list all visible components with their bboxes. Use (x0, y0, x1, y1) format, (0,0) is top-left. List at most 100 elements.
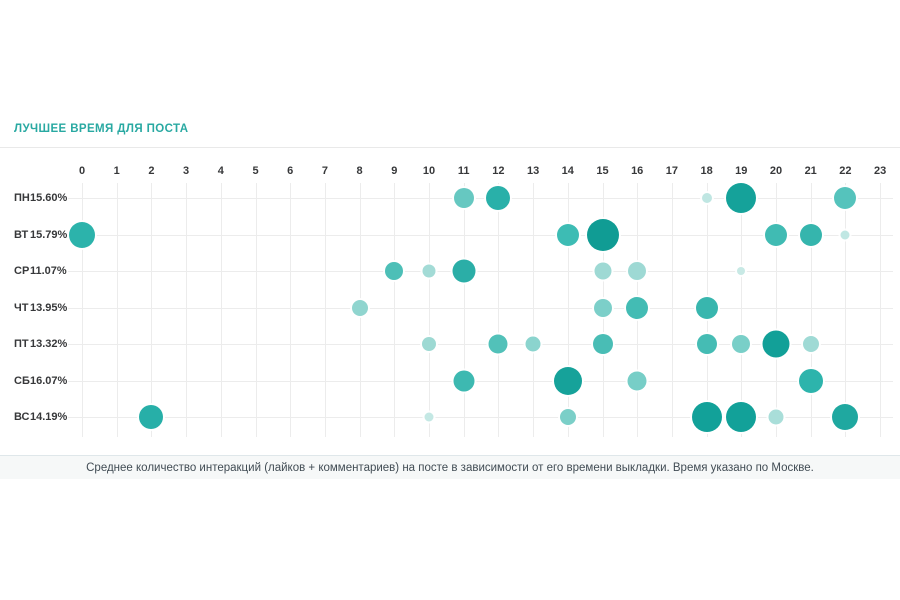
data-point-bubble[interactable] (696, 334, 717, 354)
gridline-vertical (498, 183, 500, 437)
data-point-bubble[interactable] (453, 370, 475, 391)
y-axis-percent-label: 13.32% (30, 338, 68, 350)
header-divider (0, 147, 900, 148)
chart-title: ЛУЧШЕЕ ВРЕМЯ ДЛЯ ПОСТА (14, 123, 189, 135)
data-point-bubble[interactable] (422, 337, 436, 351)
x-axis-tick-label: 5 (252, 165, 259, 177)
y-axis-percent-label: 11.07% (30, 265, 67, 277)
data-point-bubble[interactable] (486, 186, 511, 210)
x-axis-tick-label: 4 (217, 165, 224, 177)
gridline-vertical (151, 183, 153, 437)
data-point-bubble[interactable] (799, 223, 822, 246)
gridline-vertical (394, 183, 396, 437)
data-point-bubble[interactable] (594, 262, 611, 280)
data-point-bubble[interactable] (385, 262, 404, 280)
data-point-bubble[interactable] (139, 405, 164, 429)
x-axis-tick-label: 19 (735, 165, 748, 177)
data-point-bubble[interactable] (592, 334, 613, 354)
y-axis-percent-label: 16.07% (30, 374, 68, 387)
data-point-bubble[interactable] (726, 402, 757, 432)
data-point-bubble[interactable] (553, 366, 582, 395)
gridline-horizontal (68, 198, 893, 199)
gridline-vertical (533, 183, 535, 437)
data-point-bubble[interactable] (768, 409, 784, 425)
gridline-vertical (810, 183, 812, 437)
y-axis-day-label: ВС (14, 411, 30, 423)
gridline-vertical (741, 183, 743, 437)
x-axis-tick-label: 21 (804, 165, 817, 177)
data-point-bubble[interactable] (452, 259, 476, 283)
gridline-vertical (880, 183, 882, 437)
data-point-bubble[interactable] (559, 409, 576, 425)
data-point-bubble[interactable] (69, 221, 95, 248)
footer-note: Среднее количество интеракций (лайков + … (86, 461, 814, 474)
x-axis-tick-label: 3 (183, 165, 190, 177)
x-axis-tick-label: 17 (665, 165, 679, 177)
y-axis-percent-label: 15.60% (30, 192, 68, 204)
y-axis-day-label: ПН (14, 192, 30, 204)
data-point-bubble[interactable] (732, 335, 751, 353)
data-point-bubble[interactable] (840, 230, 850, 239)
x-axis-tick-label: 10 (422, 165, 436, 177)
data-point-bubble[interactable] (737, 267, 746, 275)
data-point-bubble[interactable] (351, 299, 368, 316)
data-point-bubble[interactable] (798, 368, 823, 393)
y-axis-percent-label: 15.79% (30, 228, 68, 241)
x-axis-tick-label: 14 (561, 165, 574, 177)
data-point-bubble[interactable] (701, 193, 712, 203)
y-axis-day-label: ВТ (14, 228, 29, 241)
gridline-vertical (776, 183, 777, 437)
data-point-bubble[interactable] (626, 296, 649, 319)
gridline-horizontal (68, 307, 893, 309)
data-point-bubble[interactable] (488, 334, 508, 354)
data-point-bubble[interactable] (525, 336, 541, 352)
x-axis-tick-label: 11 (457, 165, 470, 177)
data-point-bubble[interactable] (628, 262, 647, 280)
x-axis-tick-label: 1 (113, 165, 120, 177)
data-point-bubble[interactable] (695, 296, 718, 319)
x-axis-tick-label: 0 (78, 165, 86, 177)
data-point-bubble[interactable] (834, 187, 857, 209)
gridline-vertical (463, 183, 465, 437)
x-axis-tick-label: 15 (596, 165, 609, 177)
data-point-bubble[interactable] (556, 223, 579, 246)
data-point-bubble[interactable] (726, 183, 757, 213)
x-axis-tick-label: 13 (526, 165, 540, 177)
gridline-horizontal (68, 234, 893, 236)
data-point-bubble[interactable] (422, 264, 436, 278)
x-axis-tick-label: 18 (700, 165, 713, 177)
y-axis-percent-label: 13.95% (30, 301, 68, 314)
x-axis-tick-label: 16 (631, 165, 644, 177)
y-axis-percent-label: 14.19% (30, 411, 68, 423)
y-axis-day-label: СР (14, 265, 30, 277)
x-axis-tick-label: 7 (321, 165, 328, 177)
data-point-bubble[interactable] (832, 404, 859, 430)
gridline-horizontal (68, 271, 893, 272)
gridline-vertical (82, 183, 83, 437)
y-axis-day-label: ЧТ (14, 301, 29, 314)
data-point-bubble[interactable] (802, 336, 819, 352)
gridline-vertical (116, 183, 118, 437)
data-point-bubble[interactable] (627, 371, 647, 390)
gridline-vertical (290, 183, 292, 437)
y-axis-day-label: ПТ (14, 338, 29, 350)
gridline-vertical (186, 183, 188, 437)
data-point-bubble[interactable] (424, 412, 434, 422)
data-point-bubble[interactable] (453, 188, 474, 208)
y-axis-day-label: СБ (14, 374, 30, 387)
gridline-vertical (671, 183, 673, 437)
gridline-vertical (255, 183, 257, 437)
x-axis-tick-label: 9 (391, 165, 398, 177)
gridline-vertical (845, 183, 847, 437)
data-point-bubble[interactable] (593, 298, 612, 317)
x-axis-tick-label: 8 (356, 165, 363, 177)
x-axis-tick-label: 6 (287, 165, 294, 177)
data-point-bubble[interactable] (765, 223, 787, 246)
gridline-horizontal (68, 380, 893, 382)
footer-band: Среднее количество интеракций (лайков + … (0, 455, 900, 479)
data-point-bubble[interactable] (586, 218, 619, 251)
data-point-bubble[interactable] (691, 402, 722, 432)
data-point-bubble[interactable] (762, 330, 790, 358)
